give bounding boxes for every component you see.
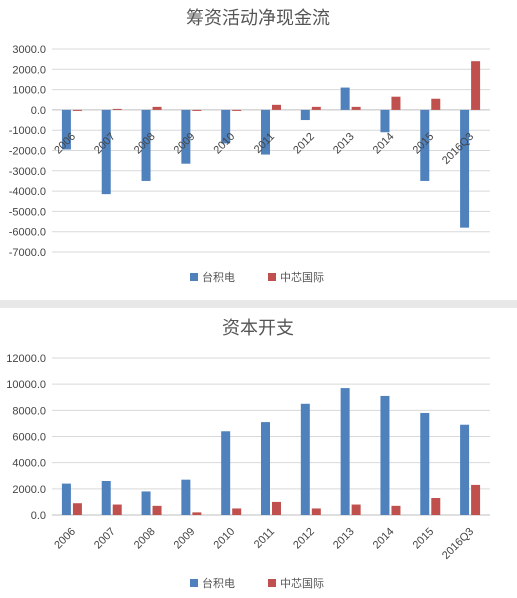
legend-label-tsmc: 台积电 (202, 270, 235, 284)
bar-tsmc-2008 (141, 109, 151, 181)
bar-tsmc-2006 (61, 483, 71, 515)
bar-smic-2007 (112, 504, 122, 515)
capex-chart: 资本开支 0.0 2000.0 4000.0 6000.0 8000.0 10000.0 12… (6, 318, 490, 590)
bar-smic-2016Q3 (471, 61, 481, 110)
y-tick-label: 1000.0 (12, 85, 46, 97)
bar-smic-2008 (152, 505, 162, 515)
panel-separator (0, 300, 517, 308)
x-tick-label: 2006 (52, 131, 78, 157)
bar-tsmc-2013 (340, 388, 350, 515)
legend-label-tsmc: 台积电 (202, 576, 235, 590)
legend-swatch-smic (268, 273, 276, 281)
x-tick-label: 2012 (291, 131, 317, 157)
bar-smic-2014 (391, 96, 401, 110)
bar-smic-2016Q3 (471, 484, 481, 515)
y-tick-label: 8000.0 (12, 405, 46, 417)
bar-smic-2012 (311, 106, 321, 110)
legend-swatch-tsmc (190, 273, 198, 281)
bar-tsmc-2016Q3 (460, 424, 470, 515)
bar-tsmc-2010 (221, 109, 231, 144)
y-tick-label: -2000.0 (9, 146, 46, 158)
y-tick-label: -6000.0 (9, 227, 46, 239)
y-tick-label: 10000.0 (6, 379, 46, 391)
bar-tsmc-2010 (221, 431, 231, 515)
y-tick-label: 0.0 (31, 105, 46, 117)
bar-smic-2013 (351, 504, 361, 515)
x-tick-label: 2010 (212, 131, 238, 157)
bar-tsmc-2008 (141, 491, 151, 515)
bar-tsmc-2011 (261, 109, 270, 155)
bar-tsmc-2013 (340, 87, 350, 110)
bar-smic-2007 (112, 108, 122, 110)
financing-cashflow-chart: 筹资活动净现金流 3000.0 2000.0 1000.0 0.0 -1000.0 -200… (9, 8, 490, 284)
x-tick-label: 2016Q3 (440, 526, 476, 562)
x-tick-label: 2008 (132, 526, 158, 552)
bar-tsmc-2006 (61, 109, 71, 150)
bar-tsmc-2014 (380, 395, 390, 515)
bar-tsmc-2009 (181, 109, 191, 164)
bar-smic-2010 (232, 508, 242, 515)
legend-label-smic: 中芯国际 (280, 270, 324, 284)
bar-smic-2014 (391, 505, 401, 515)
bar-smic-2011 (272, 501, 281, 515)
bar-smic-2008 (152, 106, 162, 110)
y-tick-label: -1000.0 (9, 125, 46, 137)
x-tick-label: 2009 (172, 526, 198, 552)
bar-tsmc-2016Q3 (460, 109, 470, 228)
chart-title: 资本开支 (222, 318, 294, 339)
bar-tsmc-2011 (261, 422, 270, 515)
capex-chart-panel: 资本开支 0.0 2000.0 4000.0 6000.0 8000.0 10000.0 12… (0, 308, 517, 598)
y-tick-label: 2000.0 (12, 484, 46, 496)
x-tick-label: 2016Q3 (440, 131, 476, 167)
y-tick-label: 4000.0 (12, 458, 46, 470)
y-tick-label: 3000.0 (12, 44, 46, 56)
x-tick-label: 2013 (331, 131, 357, 157)
bar-tsmc-2012 (300, 403, 310, 515)
bar-tsmc-2007 (101, 480, 111, 515)
y-tick-label: -4000.0 (9, 186, 46, 198)
bar-smic-2006 (72, 503, 82, 515)
bar-smic-2013 (351, 106, 361, 110)
bar-tsmc-2007 (101, 109, 111, 195)
x-tick-label: 2014 (371, 526, 397, 552)
y-tick-label: -3000.0 (9, 166, 46, 178)
y-tick-label: 0.0 (31, 510, 46, 522)
bar-tsmc-2014 (380, 109, 390, 133)
legend-swatch-smic (268, 579, 276, 587)
y-tick-label: -7000.0 (9, 247, 46, 259)
x-tick-label: 2015 (411, 526, 437, 552)
bar-tsmc-2012 (300, 109, 310, 121)
x-tick-label: 2013 (331, 526, 357, 552)
legend-swatch-tsmc (190, 579, 198, 587)
bar-tsmc-2009 (181, 479, 191, 515)
bar-smic-2015 (431, 497, 441, 515)
x-tick-label: 2006 (52, 526, 78, 552)
bar-smic-2011 (272, 104, 281, 110)
financing-cashflow-chart-panel: 筹资活动净现金流 3000.0 2000.0 1000.0 0.0 -1000.0 -200… (8, 8, 490, 284)
legend-label-smic: 中芯国际 (280, 576, 324, 590)
bar-smic-2015 (431, 98, 441, 110)
y-tick-label: -5000.0 (9, 206, 46, 218)
x-tick-label: 2007 (92, 526, 118, 552)
bar-smic-2009 (192, 109, 202, 111)
bar-smic-2006 (72, 109, 82, 111)
y-tick-label: 12000.0 (6, 353, 46, 365)
bar-smic-2009 (192, 512, 202, 515)
x-tick-label: 2011 (252, 526, 277, 551)
bar-smic-2012 (311, 508, 321, 515)
bar-tsmc-2015 (420, 412, 430, 515)
y-tick-label: 6000.0 (12, 432, 46, 444)
x-tick-label: 2014 (371, 131, 397, 157)
y-tick-label: 2000.0 (12, 64, 46, 76)
chart-title: 筹资活动净现金流 (186, 8, 330, 29)
x-tick-label: 2010 (212, 526, 238, 552)
bar-smic-2010 (232, 109, 242, 111)
bar-tsmc-2015 (420, 109, 430, 181)
x-tick-label: 2012 (291, 526, 317, 552)
